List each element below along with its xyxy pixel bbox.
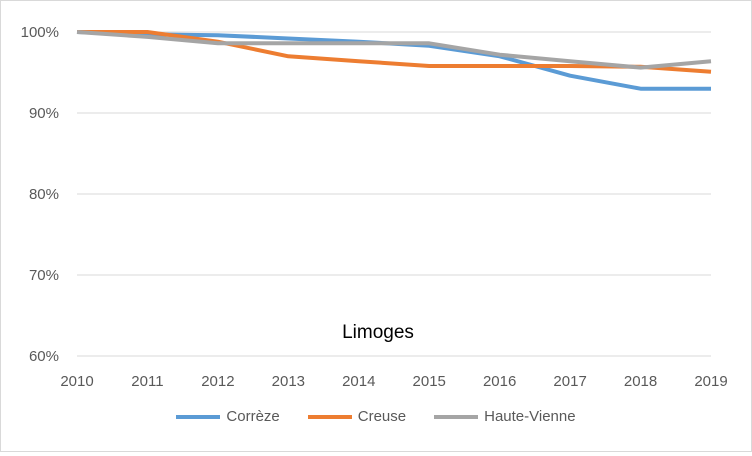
- legend-label: Haute-Vienne: [484, 408, 576, 425]
- x-tick-label: 2013: [272, 373, 305, 390]
- legend-item: Corrèze: [176, 408, 280, 425]
- gridlines: [77, 31, 711, 357]
- x-tick-label: 2015: [413, 373, 446, 390]
- y-tick-label: 70%: [29, 267, 59, 284]
- series-lines: [76, 30, 712, 91]
- legend-swatch: [176, 414, 221, 419]
- y-tick-label: 90%: [29, 105, 59, 122]
- x-tick-label: 2018: [624, 373, 657, 390]
- x-tick-label: 2017: [553, 373, 586, 390]
- y-tick-label: 80%: [29, 186, 59, 203]
- series-line-haute-vienne: [76, 30, 712, 70]
- y-tick-label: 60%: [29, 348, 59, 365]
- legend-label: Creuse: [357, 408, 407, 425]
- legend: Corrèze Creuse Haute-Vienne: [0, 408, 752, 425]
- x-tick-label: 2016: [483, 373, 516, 390]
- chart-annotation-limoges: Limoges: [342, 322, 414, 343]
- y-tick-label: 100%: [21, 24, 59, 41]
- x-axis-tick-labels: 2010 2011 2012 2013 2014 2015 2016 2017 2018 2019: [60, 373, 727, 390]
- x-tick-label: 2011: [131, 373, 163, 390]
- legend-item: Creuse: [307, 408, 407, 425]
- y-axis-tick-labels: 60% 70% 80% 90% 100%: [21, 24, 59, 365]
- x-tick-label: 2010: [60, 373, 93, 390]
- legend-swatch: [434, 414, 479, 419]
- legend-swatch: [307, 414, 352, 419]
- legend-label: Corrèze: [226, 408, 280, 425]
- x-tick-label: 2012: [201, 373, 234, 390]
- x-tick-label: 2019: [694, 373, 727, 390]
- legend-item: Haute-Vienne: [434, 408, 576, 425]
- x-tick-label: 2014: [342, 373, 375, 390]
